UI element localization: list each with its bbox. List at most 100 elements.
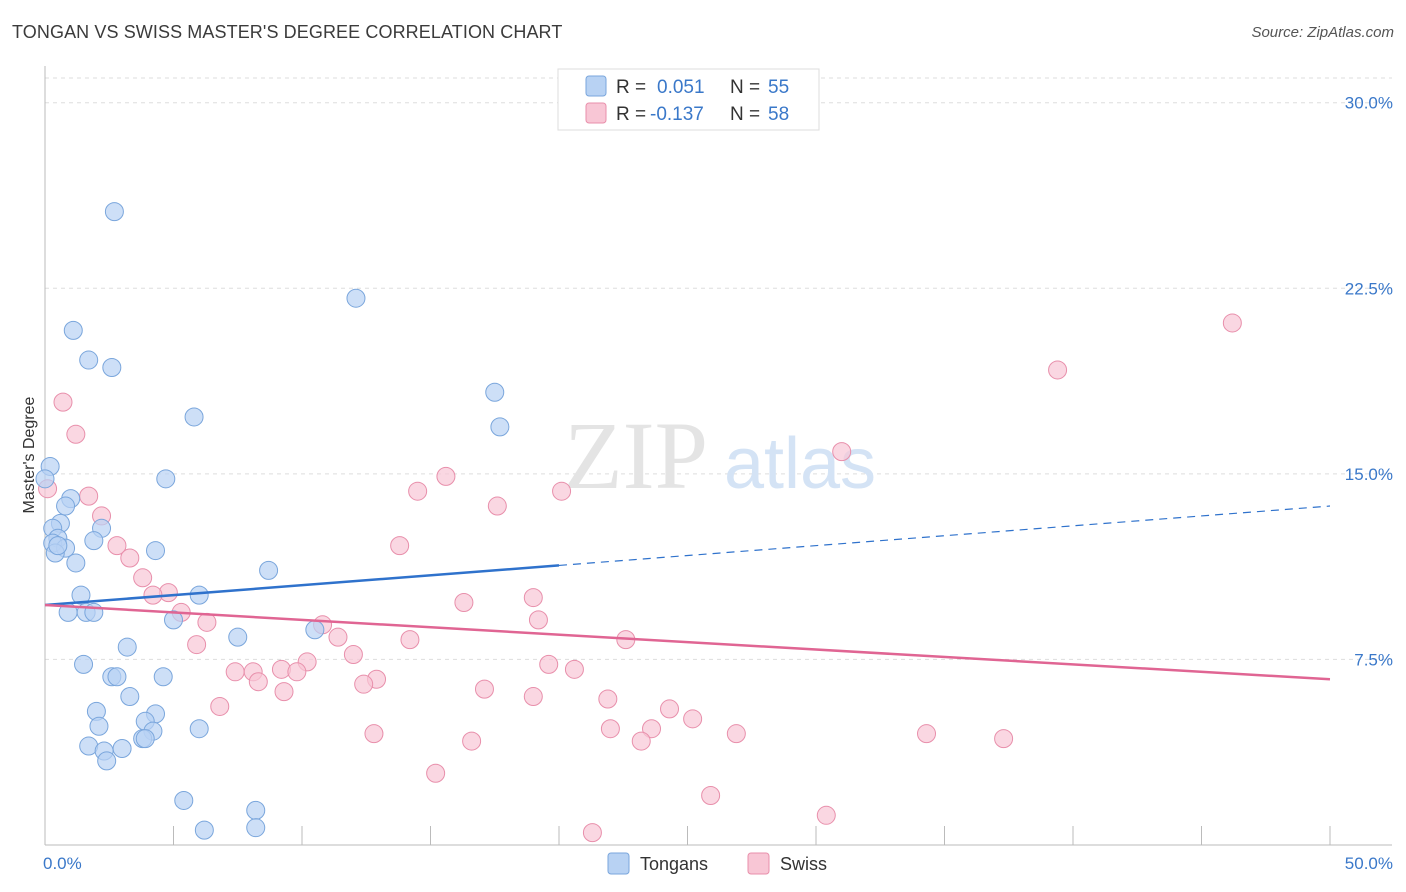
tongans-point	[246, 800, 266, 820]
tongans-point	[490, 417, 510, 437]
swiss-point	[726, 724, 746, 744]
tongans-point	[153, 667, 173, 687]
swiss-point	[832, 442, 852, 462]
y-tick-label: 15.0%	[1345, 465, 1393, 484]
tongans-point	[146, 541, 166, 561]
swiss-trendline	[44, 603, 1331, 681]
legend-n-value-0: 55	[768, 77, 789, 98]
tongans-point	[66, 553, 86, 573]
tongans-point	[135, 729, 155, 749]
tongans-point	[97, 751, 117, 771]
swiss-point	[343, 644, 363, 664]
tongans-trendline-extension	[558, 505, 1331, 567]
swiss-point	[426, 763, 446, 783]
legend-r-value-1: -0.137	[650, 104, 704, 125]
tongans-point	[189, 585, 209, 605]
legend-n-label-0: N =	[730, 77, 760, 98]
swiss-point	[390, 536, 410, 556]
swiss-point	[287, 662, 307, 682]
source-label: Source: ZipAtlas.com	[1251, 24, 1394, 41]
swiss-point	[248, 672, 268, 692]
swiss-point	[133, 568, 153, 588]
watermark: ZIP atlas	[564, 402, 876, 509]
tongans-point	[74, 654, 94, 674]
tongans-point	[71, 585, 91, 605]
swiss-point	[660, 699, 680, 719]
swiss-point	[187, 635, 207, 655]
tongans-point	[117, 637, 137, 657]
tongans-point	[102, 357, 122, 377]
chart-title: TONGAN VS SWISS MASTER'S DEGREE CORRELAT…	[12, 22, 563, 42]
watermark-atlas: atlas	[724, 424, 876, 504]
swiss-point	[79, 486, 99, 506]
y-axis-label: Master's Degree	[21, 396, 38, 513]
swiss-point	[408, 481, 428, 501]
swiss-point	[120, 548, 140, 568]
tongans-point	[107, 667, 127, 687]
swiss-point	[210, 696, 230, 716]
bottom-legend-label-tongans: Tongans	[640, 854, 708, 874]
tongans-point	[174, 790, 194, 810]
tongans-point	[79, 350, 99, 370]
tongans-point	[156, 469, 176, 489]
x-tick-label: 0.0%	[43, 854, 82, 873]
tongans-point	[63, 320, 83, 340]
tongans-point	[84, 602, 104, 622]
swiss-point	[53, 392, 73, 412]
swiss-point	[631, 731, 651, 751]
tongans-point	[89, 716, 109, 736]
tongans-point	[84, 531, 104, 551]
swiss-point	[917, 724, 937, 744]
swiss-point	[462, 731, 482, 751]
tongans-point	[164, 610, 183, 630]
tongans-point	[228, 627, 248, 647]
tongans-trendline	[44, 564, 560, 607]
tongans-point	[184, 407, 204, 427]
legend-r-label-0: R =	[616, 77, 646, 98]
swiss-point	[66, 424, 86, 444]
swiss-point	[107, 536, 127, 556]
swiss-point	[582, 823, 602, 843]
swiss-point	[487, 496, 507, 516]
legend-swatch-tongans	[585, 75, 607, 97]
swiss-points	[38, 313, 1242, 843]
grid	[45, 77, 1392, 660]
tongans-point	[194, 820, 214, 840]
swiss-point	[701, 786, 721, 806]
swiss-point	[1222, 313, 1242, 333]
tongans-points	[35, 202, 510, 840]
swiss-point	[274, 682, 294, 702]
tongans-point	[48, 536, 68, 556]
swiss-point	[454, 593, 474, 613]
swiss-point	[197, 612, 217, 632]
tongans-point	[56, 496, 76, 516]
tongans-point	[305, 620, 325, 640]
y-tick-label: 30.0%	[1345, 94, 1393, 113]
y-tick-label: 22.5%	[1345, 279, 1393, 298]
swiss-point	[523, 687, 543, 707]
x-tick-labels: 0.0% 50.0%	[43, 854, 1393, 873]
tongans-point	[120, 687, 140, 707]
legend-n-value-1: 58	[768, 104, 789, 125]
legend-n-label-1: N =	[730, 104, 760, 125]
tongans-point	[35, 469, 55, 489]
swiss-point	[598, 689, 618, 709]
tongans-point	[104, 202, 124, 222]
tongans-point	[259, 560, 279, 580]
bottom-legend: Tongans Swiss	[607, 852, 827, 875]
swiss-point	[328, 627, 348, 647]
swiss-point	[564, 659, 584, 679]
tongans-point	[246, 818, 266, 838]
bottom-legend-swatch-tongans	[607, 852, 630, 875]
tongans-point	[189, 719, 209, 739]
tongans-point	[485, 382, 505, 402]
legend-swatch-swiss	[585, 102, 607, 124]
swiss-point	[436, 466, 456, 486]
tongans-point	[346, 288, 366, 308]
legend-r-value-0: 0.051	[657, 77, 705, 98]
swiss-point	[539, 654, 559, 674]
y-tick-label: 7.5%	[1354, 650, 1393, 669]
x-tick-label: 50.0%	[1345, 854, 1393, 873]
swiss-point	[600, 719, 620, 739]
